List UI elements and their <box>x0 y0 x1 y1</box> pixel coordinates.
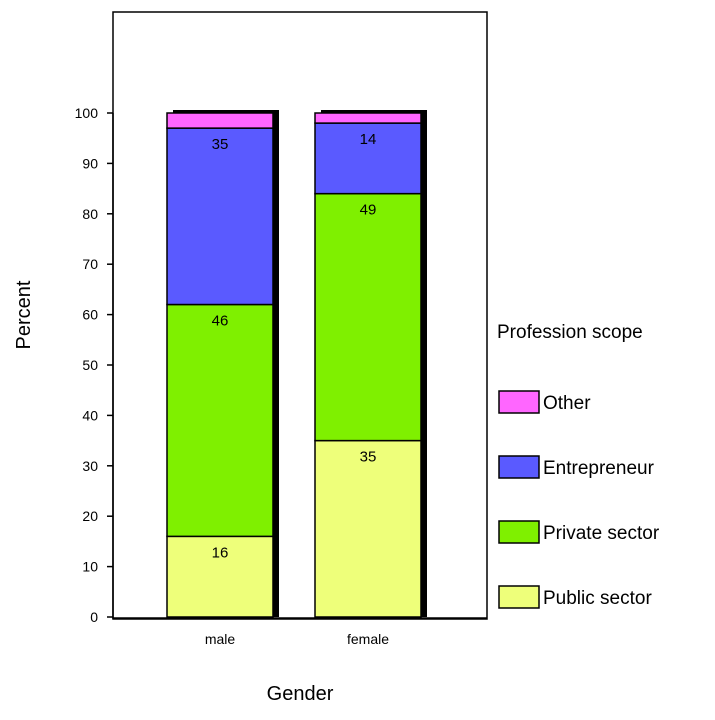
bar-shadow-male <box>273 111 279 617</box>
legend: Profession scope Other Entrepreneur Privat… <box>497 322 660 609</box>
y-tick-label: 60 <box>82 307 98 323</box>
bar-segment-entrepreneur-male <box>166 127 274 306</box>
y-tick-label: 70 <box>82 256 98 272</box>
x-axis-tick-labels: male female <box>205 631 389 647</box>
data-label-entrepreneur-female: 14 <box>360 131 377 148</box>
data-label-entrepreneur-male: 35 <box>212 136 229 153</box>
bars-group <box>113 110 487 619</box>
legend-label-public-sector: Public sector <box>543 588 652 609</box>
bar-segment-entrepreneur-female <box>314 122 422 195</box>
y-tick-label: 20 <box>82 508 98 524</box>
legend-swatch-entrepreneur <box>498 455 540 479</box>
y-axis-ticks: 0 10 20 30 40 50 60 70 80 90 100 <box>75 105 113 625</box>
legend-label-other: Other <box>543 393 591 414</box>
y-tick-label: 90 <box>82 155 98 171</box>
legend-title: Profession scope <box>497 322 643 343</box>
y-tick-label: 50 <box>82 357 98 373</box>
legend-label-private-sector: Private sector <box>543 523 660 544</box>
legend-swatch-private-sector <box>498 520 540 544</box>
bar-top-shadow-male <box>173 110 279 113</box>
bar-segment-private-sector-female <box>314 192 422 442</box>
y-tick-label: 30 <box>82 458 98 474</box>
x-tick-label-male: male <box>205 631 236 647</box>
data-label-public-sector-female: 35 <box>360 449 377 466</box>
x-axis-title: Gender <box>267 683 334 705</box>
data-label-private-sector-male: 46 <box>212 313 229 330</box>
y-tick-label: 40 <box>82 407 98 423</box>
bar-segment-other-male <box>166 112 274 129</box>
data-label-public-sector-male: 16 <box>212 544 229 561</box>
y-tick-label: 0 <box>90 609 98 625</box>
y-tick-label: 100 <box>75 105 99 121</box>
y-axis-title: Percent <box>13 280 35 349</box>
bar-shadow-female <box>421 111 427 617</box>
bar-segment-public-sector-female <box>314 439 422 618</box>
legend-label-entrepreneur: Entrepreneur <box>543 458 655 479</box>
y-tick-label: 10 <box>82 559 98 575</box>
data-labels: 16 46 35 35 49 14 <box>212 131 377 561</box>
legend-items: Other Entrepreneur Private sector Public se… <box>498 390 660 609</box>
bar-segment-other-female <box>314 112 422 124</box>
legend-swatch-other <box>498 390 540 414</box>
x-tick-label-female: female <box>347 631 389 647</box>
legend-swatch-public-sector <box>498 585 540 609</box>
data-label-private-sector-female: 49 <box>360 202 377 219</box>
y-tick-label: 80 <box>82 206 98 222</box>
bar-top-shadow-female <box>321 110 427 113</box>
bar-segment-private-sector-male <box>166 303 274 538</box>
